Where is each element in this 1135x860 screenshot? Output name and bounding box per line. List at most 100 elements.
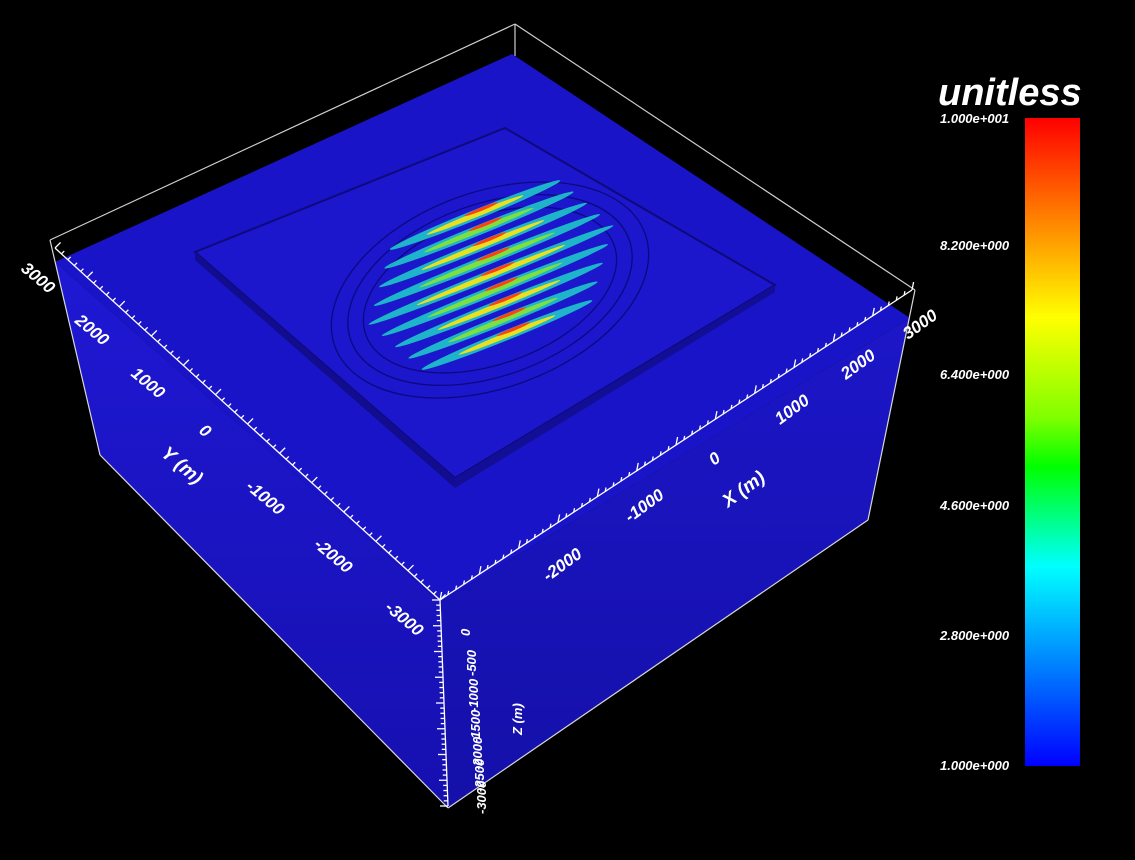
x-axis-line-tick [738, 399, 741, 404]
field-stripe-core [421, 220, 545, 270]
z-tick: 0 [458, 628, 473, 636]
y-axis-line-tick [330, 497, 335, 501]
y-axis-line-tick [349, 514, 354, 519]
field-stripe-peak [468, 217, 502, 232]
x-axis-line-tick [761, 384, 764, 389]
x-axis-line-tick [683, 435, 686, 440]
y-axis-line-tick [304, 473, 309, 478]
x-axis-line-tick [478, 566, 482, 575]
y-axis-line-tick [118, 300, 126, 308]
x-axis-line-tick [439, 591, 443, 601]
x-axis-line-tick [801, 358, 804, 363]
x-axis-line-tick [856, 322, 859, 327]
y-axis-line-tick [356, 520, 360, 525]
y-axis-line-tick [433, 590, 437, 595]
y-axis-line-tick [266, 438, 271, 443]
y-axis-line-tick [407, 564, 414, 572]
x-axis-line-tick [533, 533, 536, 539]
bounding-box-back [49, 23, 916, 291]
x-axis-line-tick [549, 523, 552, 528]
x-axis-line-tick [714, 411, 718, 420]
bounding-box-front [49, 239, 916, 809]
x-axis-line-tick [887, 301, 890, 306]
field-stripe-peak [492, 307, 526, 322]
y-axis-line-tick [202, 379, 206, 384]
field-stripe-core [427, 262, 563, 318]
y-axis-line-tick [240, 414, 245, 419]
x-axis-line-tick [691, 430, 694, 435]
field-stripe-core [458, 315, 556, 355]
y-axis-line-tick [125, 309, 129, 313]
x-axis-line-tick [785, 368, 788, 373]
x-axis-line-tick [903, 291, 906, 296]
x-axis-line-tick [470, 575, 473, 580]
x-axis-line-tick [596, 488, 600, 497]
x-axis-line-tick [895, 296, 898, 301]
y-axis-line-tick [311, 476, 318, 484]
x-axis-line-tick [730, 404, 733, 409]
colorbar-gradient [1025, 118, 1080, 766]
y-axis-line-tick [105, 291, 110, 296]
x-axis-line-tick [494, 559, 497, 564]
x-axis-line-tick [777, 373, 780, 378]
x-axis-line-tick [604, 487, 607, 492]
y-axis-line-tick [272, 444, 277, 448]
y-axis-line-tick [362, 526, 367, 531]
y-axis-line-tick [401, 561, 405, 566]
z-axis-ticks: 0 -500 -1000 -1500 -2000 -2500 -3000 Z (… [458, 628, 525, 814]
volume-left-face [55, 262, 448, 808]
field-stripe-peak [496, 322, 530, 337]
x-axis-line-tick [573, 508, 576, 513]
field-stripe-peak [476, 247, 510, 262]
x-axis-line-tick [793, 359, 797, 368]
y-axis-line-tick [221, 397, 226, 401]
y-axis-line-tick [368, 532, 373, 536]
volume-right-face [440, 318, 910, 808]
x-axis-line-tick [525, 539, 528, 544]
y-axis-line-tick [208, 385, 213, 390]
field-stripe-core [426, 195, 524, 235]
y-axis-line-tick [195, 373, 200, 378]
z-tick: -1000 [466, 678, 481, 712]
y-axis-line-tick [170, 350, 174, 355]
field-stripes [368, 180, 614, 370]
y-axis-line-tick [259, 432, 264, 437]
y-axis-line-tick [388, 549, 392, 554]
y-axis-line-tick [375, 535, 382, 542]
x-axis-line-tick [447, 590, 450, 595]
x-axis-line-tick [455, 585, 458, 590]
x-axis-line-tick [746, 394, 749, 399]
y-axis-line-tick [420, 579, 425, 583]
y-axis-line-tick [80, 268, 84, 272]
y-axis-line-tick [137, 321, 142, 325]
x-axis-line-tick [580, 502, 584, 508]
x-axis-line-tick [651, 456, 654, 461]
y-axis-line-tick [336, 502, 341, 507]
field-stripe-peak [472, 232, 506, 247]
field-stripe-core [419, 232, 555, 288]
colorbar-label: 8.200e+000 [940, 238, 1010, 253]
x-axis-line-tick [706, 420, 709, 425]
z-tick: -3000 [474, 780, 489, 814]
field-stripe-peak [484, 277, 518, 292]
x-axis-line-tick [588, 497, 591, 502]
field-stripe-core [424, 207, 534, 253]
x-axis-line-tick [636, 462, 639, 471]
x-axis-line-tick [667, 446, 670, 451]
y-axis-line-tick [247, 417, 254, 425]
z-tick: -2000 [470, 736, 485, 770]
field-stripe-core [416, 244, 566, 306]
y-axis-line-tick [343, 505, 350, 513]
field-stripe-peak [480, 262, 514, 277]
x-axis-line-tick [486, 564, 489, 570]
x-axis-line-tick [557, 514, 561, 523]
y-axis-line-tick [176, 356, 181, 360]
colorbar-label-min: 1.000e+000 [940, 758, 1010, 773]
field-stripe-core [448, 297, 558, 343]
x-axis-line-tick [698, 425, 702, 430]
x-axis-line-tick [879, 306, 882, 311]
x-axis-line-tick [643, 461, 646, 466]
y-axis-line-tick [67, 256, 72, 261]
y-axis-line-tick [99, 285, 104, 290]
